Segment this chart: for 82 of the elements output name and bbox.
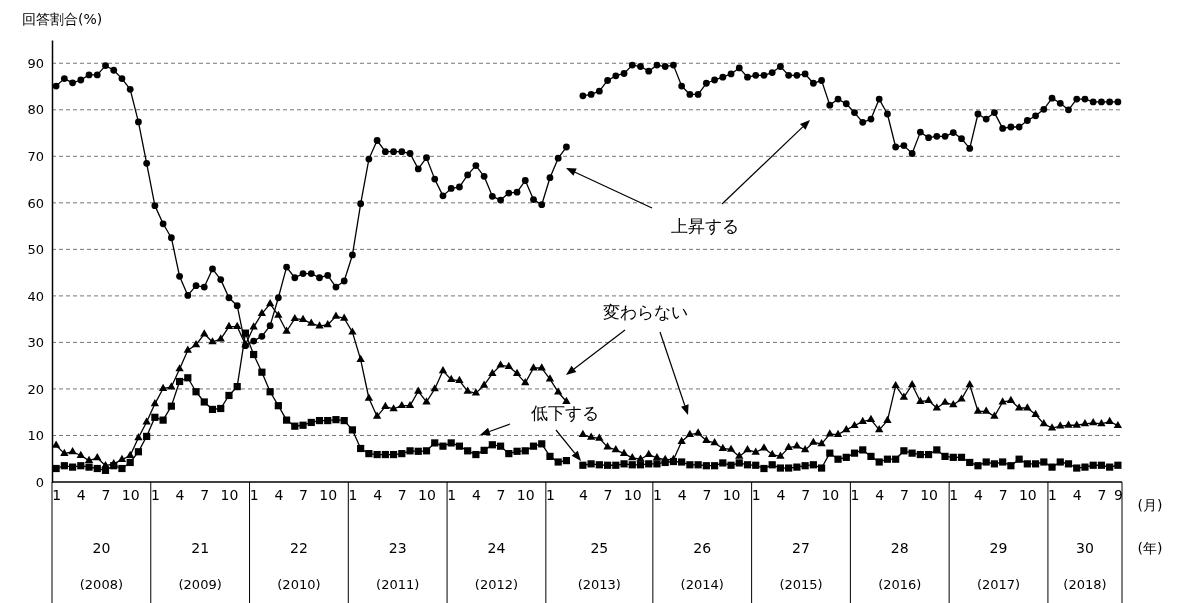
x-tick-label: 10: [920, 486, 938, 503]
text: 20: [92, 540, 111, 556]
text: 変わらない: [602, 302, 688, 322]
y-tick-label: 30: [27, 335, 44, 351]
x-tick-label: 10: [121, 486, 140, 503]
text: 30: [1076, 540, 1094, 556]
x-tick-label: 4: [1072, 486, 1082, 503]
x-tick-label: 7: [299, 486, 308, 503]
x-tick-label: 10: [516, 486, 535, 503]
x-tick-label: 1: [150, 486, 160, 503]
x-tick-label: 7: [801, 486, 811, 503]
x-tick-label: 7: [397, 486, 407, 503]
text: (2015): [779, 577, 823, 592]
x-tick-label: 1: [249, 486, 259, 503]
x-tick-label: 7: [603, 486, 613, 503]
x-tick-label: 9: [1113, 486, 1123, 503]
text: (2016): [878, 577, 922, 592]
text: (2014): [680, 577, 724, 592]
text: 23: [388, 540, 407, 556]
text: 29: [989, 540, 1008, 556]
text: 26: [693, 540, 712, 556]
text: 28: [890, 540, 909, 556]
text: (月): [1137, 497, 1163, 513]
x-tick-label: 4: [274, 486, 284, 503]
x-tick-label: 4: [578, 486, 588, 503]
y-tick-label: 90: [27, 55, 44, 71]
x-tick-label: 10: [418, 486, 436, 503]
y-tick-label: 40: [27, 288, 44, 304]
x-tick-label: 10: [1018, 486, 1037, 503]
text: 上昇する: [671, 216, 739, 236]
x-tick-label: 7: [1097, 486, 1107, 503]
text: 21: [191, 540, 210, 556]
x-tick-label: 4: [175, 486, 185, 503]
text: (2012): [474, 577, 519, 592]
y-tick-label: 80: [27, 102, 44, 118]
text: 25: [590, 540, 609, 556]
text: (2017): [976, 577, 1021, 592]
text: (2009): [178, 577, 222, 592]
x-tick-label: 1: [653, 486, 662, 503]
x-tick-label: 1: [546, 486, 555, 503]
text: (2008): [79, 577, 123, 592]
x-tick-label: 1: [850, 486, 860, 503]
x-tick-label: 7: [899, 486, 909, 503]
x-tick-label: 1: [751, 486, 761, 503]
x-tick-label: 7: [702, 486, 712, 503]
x-tick-label: 10: [319, 486, 338, 503]
x-tick-label: 4: [776, 486, 786, 503]
x-tick-label: 1: [949, 486, 959, 503]
y-tick-label: 0: [35, 474, 44, 490]
y-tick-label: 60: [27, 195, 44, 211]
x-tick-label: 7: [998, 486, 1008, 503]
x-tick-label: 7: [101, 486, 111, 503]
x-tick-label: 4: [677, 486, 687, 503]
text: (2011): [376, 577, 420, 592]
x-tick-label: 4: [76, 486, 86, 503]
x-tick-label: 7: [200, 486, 210, 503]
text: (2018): [1063, 577, 1107, 592]
text: 27: [792, 540, 810, 556]
text: (2013): [577, 577, 621, 592]
text: (2010): [277, 577, 321, 592]
x-tick-label: 1: [447, 486, 457, 503]
text: (年): [1137, 540, 1163, 556]
x-tick-label: 4: [974, 486, 983, 503]
y-tick-label: 50: [27, 242, 44, 258]
x-tick-label: 1: [348, 486, 358, 503]
x-tick-label: 1: [52, 486, 62, 503]
x-tick-label: 4: [373, 486, 383, 503]
x-tick-label: 10: [220, 486, 239, 503]
series-label: 低下する: [531, 403, 599, 423]
y-tick-label: 10: [27, 428, 44, 444]
x-tick-label: 1: [1048, 486, 1057, 503]
x-tick-label: 4: [471, 486, 481, 503]
x-tick-label: 7: [496, 486, 506, 503]
x-tick-label: 10: [821, 486, 840, 503]
y-tick-label: 70: [27, 148, 44, 164]
x-tick-label: 10: [722, 486, 741, 503]
y-axis-title: 回答割合(%): [22, 11, 103, 27]
text: 22: [290, 540, 308, 556]
text: 24: [487, 540, 506, 556]
x-tick-label: 10: [623, 486, 642, 503]
y-tick-label: 20: [27, 381, 44, 397]
x-tick-label: 4: [875, 486, 885, 503]
